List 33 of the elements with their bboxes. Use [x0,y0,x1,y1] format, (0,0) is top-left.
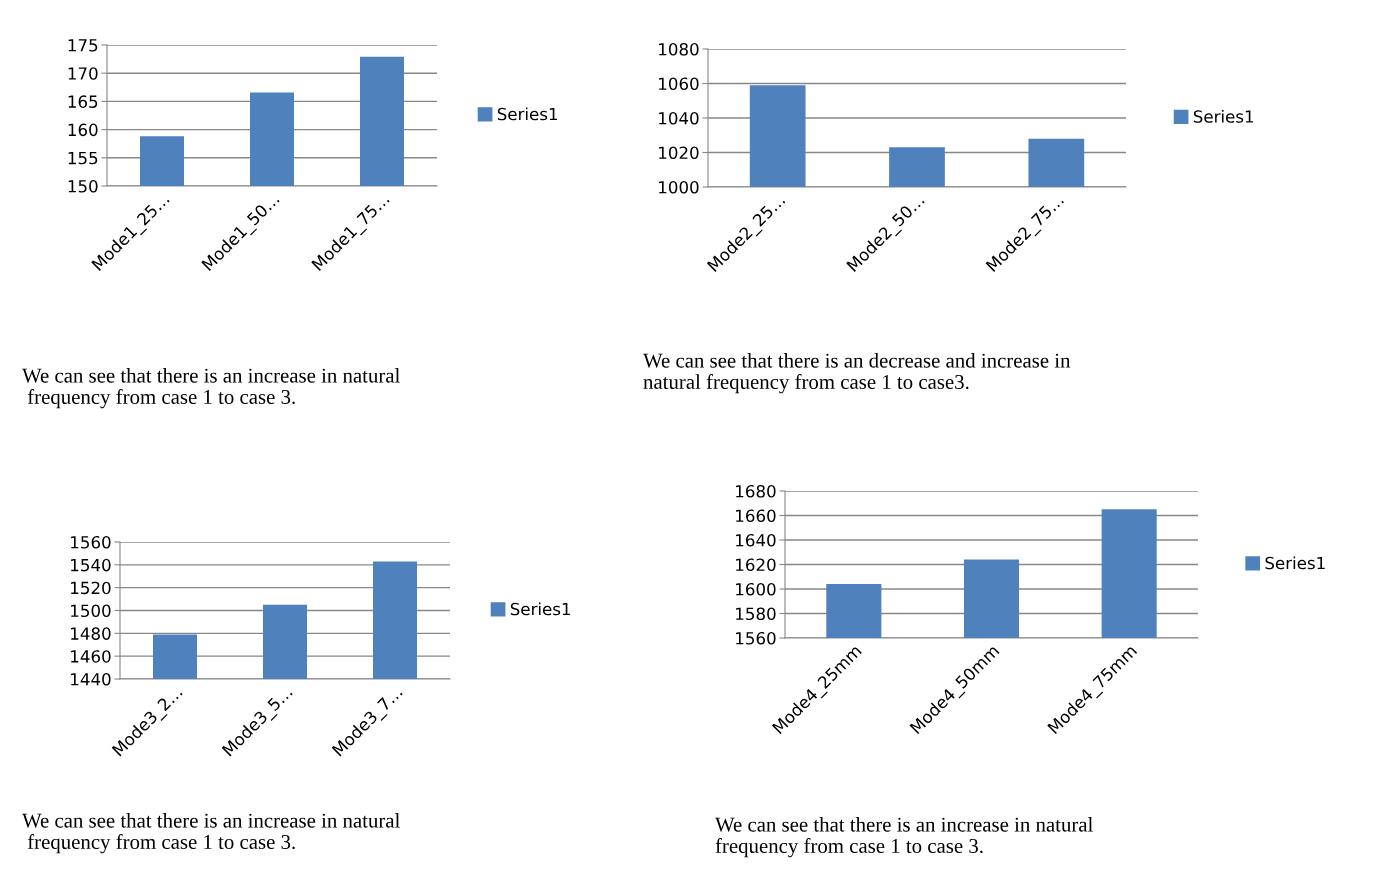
y-tick-label: 1620 [736,558,776,572]
y-tick-label: 175 [68,39,98,52]
legend-label: Series1 [1193,109,1254,123]
text: We can see that there is an increase in natural frequency from case 1 to case 3. [22,368,400,409]
y-tick-label: 1480 [71,627,111,640]
y-tick-label: 1020 [659,146,699,160]
legend-label: Series1 [497,107,558,121]
y-tick-label: 1540 [71,558,111,572]
y-tick-label: 150 [68,179,98,193]
y-tick-label: 1600 [736,582,776,596]
y-tick-label: 1680 [736,484,776,498]
y-tick-label: 1080 [659,42,699,56]
y-tick-label: 1040 [659,111,699,125]
y-tick-label: 160 [68,123,98,137]
y-tick-label: 1460 [71,650,111,663]
y-tick-label: 165 [68,95,98,108]
y-tick-label: 155 [68,151,98,165]
y-tick-label: 170 [68,67,98,80]
text: We can see that there is an increase in natural frequency from case 1 to case 3. [715,817,1093,858]
text: We can see that there is an increase in natural frequency from case 1 to case 3. [22,813,400,854]
text: We can see that there is an decrease and increase in natural frequency from case 1 to case3. [643,353,1071,394]
y-tick-label: 1560 [71,535,111,549]
y-tick-label: 1660 [736,509,776,523]
y-tick-label: 1520 [71,581,111,595]
legend-label: Series1 [1265,556,1325,570]
y-tick-label: 1640 [736,533,776,547]
y-tick-label: 1060 [659,77,699,91]
y-tick-label: 1500 [71,604,111,618]
y-tick-label: 1560 [736,631,776,645]
y-tick-label: 1440 [71,672,111,686]
legend-label: Series1 [510,602,571,616]
y-tick-label: 1000 [659,180,699,194]
y-tick-label: 1580 [736,607,776,621]
